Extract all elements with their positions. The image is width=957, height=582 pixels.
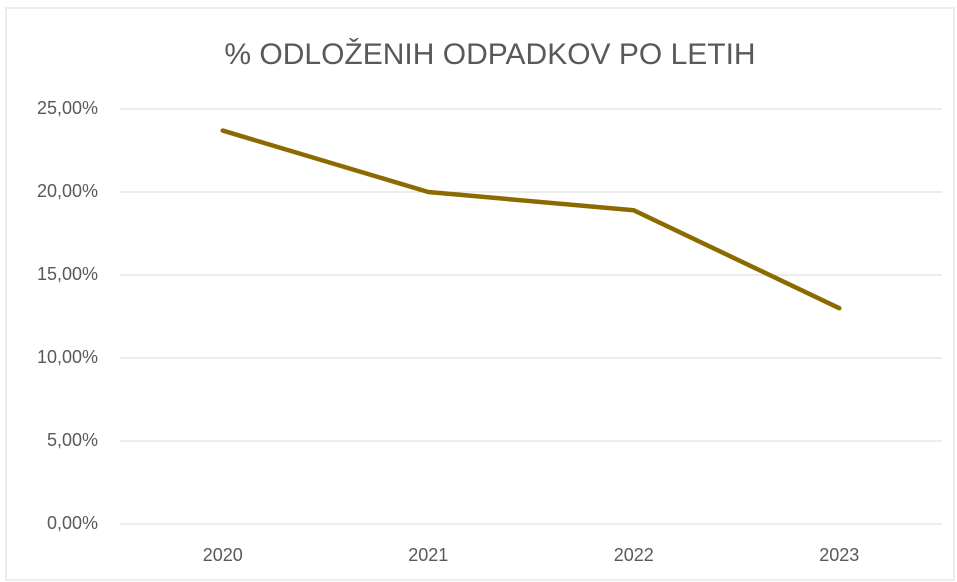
y-tick-label: 25,00%	[37, 98, 98, 118]
x-tick-label: 2023	[819, 545, 859, 565]
y-tick-label: 20,00%	[37, 181, 98, 201]
chart-title: % ODLOŽENIH ODPADKOV PO LETIH	[224, 38, 755, 71]
y-tick-label: 0,00%	[47, 513, 98, 533]
chart-frame	[5, 7, 955, 581]
x-tick-label: 2020	[203, 545, 243, 565]
x-tick-label: 2021	[408, 545, 448, 565]
y-tick-label: 15,00%	[37, 264, 98, 284]
y-tick-label: 5,00%	[47, 430, 98, 450]
line-series	[220, 128, 842, 311]
x-tick-label: 2022	[614, 545, 654, 565]
y-tick-label: 10,00%	[37, 347, 98, 367]
